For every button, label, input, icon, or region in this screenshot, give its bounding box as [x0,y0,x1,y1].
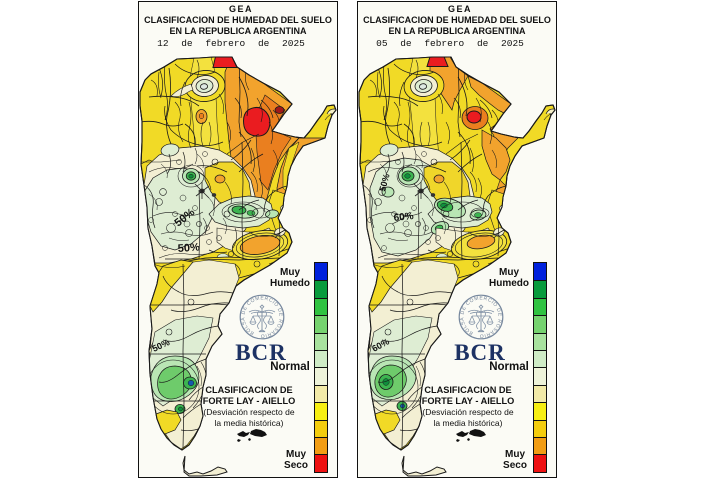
svg-text:50%: 50% [177,241,200,255]
svg-text:50%: 50% [377,173,391,193]
svg-text:60%: 60% [393,211,414,224]
